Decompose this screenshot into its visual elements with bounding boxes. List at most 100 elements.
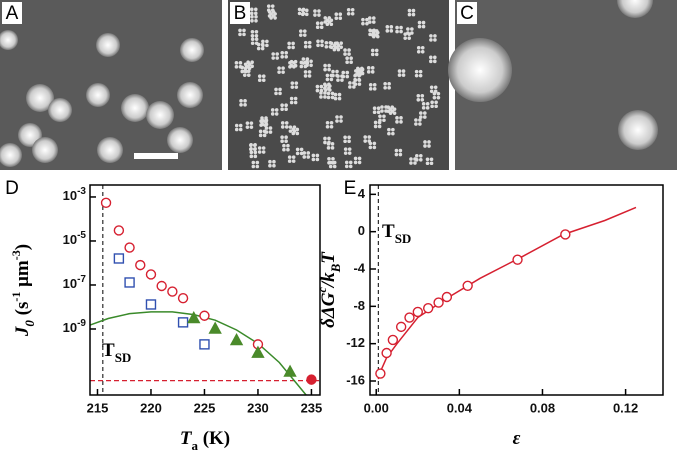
crystal-dot [287,159,292,163]
crystal-dot [434,104,438,109]
crystal-dot [247,62,252,67]
crystal-dot [266,4,271,8]
crystal-dot [368,83,373,87]
crystal-dot [254,33,259,38]
crystal-dot [382,118,386,123]
crystal-dot [339,41,344,45]
crystal-dot [315,84,320,89]
crystal-dot [300,12,305,17]
crystal-dot [327,63,331,68]
crystal-dot [418,122,422,126]
crystal-dot [311,153,316,158]
crystal-dot [410,27,414,31]
crystal-dot [430,100,434,105]
crystal-dot [348,160,353,165]
x-tick-label: 0.12 [613,400,638,415]
crystal-dot [323,140,327,145]
crystal-dot [433,59,437,64]
data-point [135,259,146,271]
y-axis-label: δΔGc/kBT [315,251,344,328]
x-axis-label: ε [513,428,521,449]
crystal-dot [337,96,342,101]
crystal-dot [323,136,327,141]
crystal-dot [370,48,375,53]
crystal-dot [301,57,306,61]
crystal-dot [289,63,294,68]
crystal-dot [349,56,353,61]
crystal-dot [292,129,297,133]
crystal-dot [274,112,279,116]
crystal-dot [374,52,379,57]
crystal-dot [353,82,358,86]
annotation: TSD [382,221,411,246]
crystal-dot [416,98,421,102]
crystal-dot [399,116,403,120]
crystal-dot [268,130,273,134]
crystal-dot [338,12,343,17]
crystal-dot [295,131,300,136]
crystal-dot [343,135,347,140]
data-point [199,310,210,321]
crystal-dot [324,44,329,49]
crystal-dot [319,95,323,99]
crystal-dot [325,73,330,78]
x-tick-label: 220 [140,400,162,415]
crystal-dot [348,81,352,85]
crystal-dot [418,118,422,122]
data-point [306,374,317,385]
crystal-dot [367,16,372,20]
crystal-dot [325,77,330,82]
crystal-dot [261,74,266,78]
crystal-dot [357,78,362,82]
crystal-dot [278,87,282,92]
crystal-dot [373,124,378,129]
label-part: B [328,263,343,273]
crystal-dot [268,163,272,168]
crystal-dot [272,159,276,164]
crystal-dot [274,91,278,96]
crystal-dot [367,139,372,143]
crystal-dot [421,106,426,110]
crystal-dot [240,65,245,70]
data-point [187,311,201,324]
crystal-dot [261,78,266,82]
crystal-dot [419,111,423,115]
crystal-dot [357,73,361,78]
crystal-dot [250,29,255,34]
crystal-dot [265,43,269,48]
crystal-dot [425,102,430,106]
crystal-dot [239,103,243,107]
crystal-dot [348,164,353,169]
crystal-dot [329,120,334,125]
crystal-dot [357,82,362,86]
crystal-dot [265,39,269,44]
crystal-dot [234,123,239,128]
data-point [156,280,167,292]
crystal-dot [307,44,312,49]
crystal-dot [243,62,248,67]
crystal-dot [277,70,281,74]
crystal-dot [398,152,403,157]
crystal-dot [284,54,289,59]
crystal-dot [414,118,418,122]
crystal-dot [327,82,331,87]
crystal-dot [333,96,338,101]
crystal-dot [337,92,342,97]
crystal-dot [401,73,406,77]
crystal-dot [336,47,341,52]
crystal-dot [317,13,321,17]
crystal-dot [307,74,312,78]
crystal-dot [247,66,252,71]
crystal-dot [280,125,285,129]
crystal-dot [298,33,303,37]
crystal-dot [295,127,300,132]
crystal-dot [429,85,434,90]
data-point [422,303,434,314]
crystal-dot [234,61,239,65]
data-point [177,293,189,304]
crystal-dot [378,118,382,123]
crystal-dot [286,147,290,152]
crystal-dot [343,48,347,52]
crystal-dot [268,126,273,130]
crystal-dot [293,63,298,68]
